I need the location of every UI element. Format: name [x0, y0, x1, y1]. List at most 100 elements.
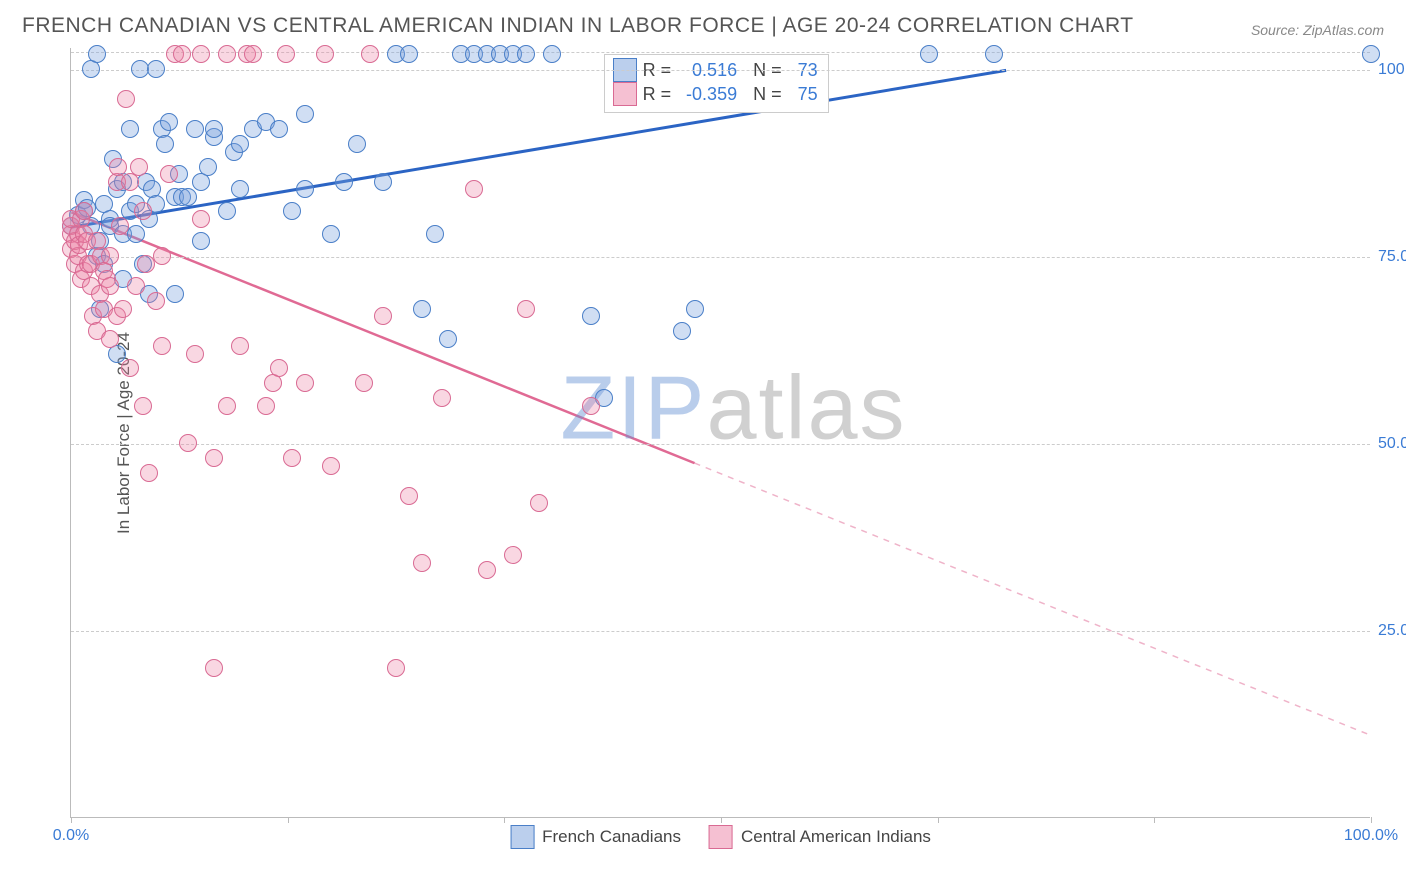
data-point — [156, 135, 174, 153]
data-point — [283, 202, 301, 220]
legend-swatch — [510, 825, 534, 849]
x-tick — [721, 817, 722, 823]
scatter-chart: In Labor Force | Age 20-24 ZIPatlas R =0… — [70, 48, 1370, 818]
x-tick — [1371, 817, 1372, 823]
data-point — [218, 202, 236, 220]
data-point — [218, 45, 236, 63]
x-tick-label: 100.0% — [1344, 827, 1398, 845]
data-point — [147, 292, 165, 310]
data-point — [270, 359, 288, 377]
data-point — [205, 449, 223, 467]
data-point — [582, 397, 600, 415]
data-point — [374, 173, 392, 191]
legend-label: French Canadians — [542, 827, 681, 847]
data-point — [439, 330, 457, 348]
data-point — [218, 397, 236, 415]
data-point — [322, 457, 340, 475]
data-point — [121, 359, 139, 377]
data-point — [257, 397, 275, 415]
data-point — [147, 60, 165, 78]
y-tick-label: 75.0% — [1376, 248, 1406, 266]
data-point — [322, 225, 340, 243]
data-point — [166, 285, 184, 303]
x-tick — [938, 817, 939, 823]
watermark: ZIPatlas — [560, 358, 906, 461]
data-point — [374, 307, 392, 325]
data-point — [205, 120, 223, 138]
data-point — [192, 45, 210, 63]
stat-r-label: R = — [643, 82, 672, 106]
data-point — [361, 45, 379, 63]
data-point — [134, 202, 152, 220]
data-point — [134, 397, 152, 415]
stat-r-value: -0.359 — [677, 82, 737, 106]
data-point — [985, 45, 1003, 63]
data-point — [173, 45, 191, 63]
data-point — [543, 45, 561, 63]
legend: French Canadians Central American Indians — [510, 825, 931, 849]
data-point — [920, 45, 938, 63]
data-point — [186, 120, 204, 138]
gridline — [71, 52, 1370, 53]
data-point — [530, 494, 548, 512]
data-point — [335, 173, 353, 191]
data-point — [111, 217, 129, 235]
gridline — [71, 631, 1370, 632]
data-point — [517, 45, 535, 63]
chart-title: FRENCH CANADIAN VS CENTRAL AMERICAN INDI… — [22, 14, 1134, 38]
data-point — [101, 330, 119, 348]
data-point — [127, 277, 145, 295]
stat-n-label: N = — [753, 82, 782, 106]
data-point — [296, 374, 314, 392]
data-point — [478, 561, 496, 579]
data-point — [140, 464, 158, 482]
data-point — [160, 113, 178, 131]
data-point — [348, 135, 366, 153]
data-point — [686, 300, 704, 318]
data-point — [231, 337, 249, 355]
data-point — [153, 337, 171, 355]
data-point — [199, 158, 217, 176]
chart-source: Source: ZipAtlas.com — [1251, 22, 1384, 38]
x-tick — [1154, 817, 1155, 823]
data-point — [244, 45, 262, 63]
y-tick-label: 100.0% — [1376, 61, 1406, 79]
data-point — [179, 188, 197, 206]
data-point — [355, 374, 373, 392]
data-point — [426, 225, 444, 243]
data-point — [296, 105, 314, 123]
data-point — [127, 225, 145, 243]
data-point — [101, 277, 119, 295]
data-point — [153, 247, 171, 265]
x-tick — [504, 817, 505, 823]
legend-item: French Canadians — [510, 825, 681, 849]
data-point — [88, 45, 106, 63]
data-point — [400, 487, 418, 505]
legend-label: Central American Indians — [741, 827, 931, 847]
data-point — [504, 546, 522, 564]
stat-n-value: 75 — [788, 82, 818, 106]
data-point — [517, 300, 535, 318]
stats-box: R =0.516N =73R =-0.359N =75 — [604, 54, 829, 113]
data-point — [192, 232, 210, 250]
data-point — [316, 45, 334, 63]
legend-swatch — [709, 825, 733, 849]
data-point — [413, 300, 431, 318]
data-point — [433, 389, 451, 407]
data-point — [296, 180, 314, 198]
data-point — [413, 554, 431, 572]
x-tick — [288, 817, 289, 823]
data-point — [205, 659, 223, 677]
data-point — [75, 202, 93, 220]
legend-item: Central American Indians — [709, 825, 931, 849]
data-point — [160, 165, 178, 183]
gridline — [71, 257, 1370, 258]
y-tick-label: 25.0% — [1376, 622, 1406, 640]
data-point — [465, 180, 483, 198]
stats-swatch — [613, 82, 637, 106]
data-point — [101, 247, 119, 265]
data-point — [400, 45, 418, 63]
data-point — [277, 45, 295, 63]
x-tick-label: 0.0% — [53, 827, 89, 845]
stats-row: R =-0.359 N =75 — [613, 82, 818, 106]
